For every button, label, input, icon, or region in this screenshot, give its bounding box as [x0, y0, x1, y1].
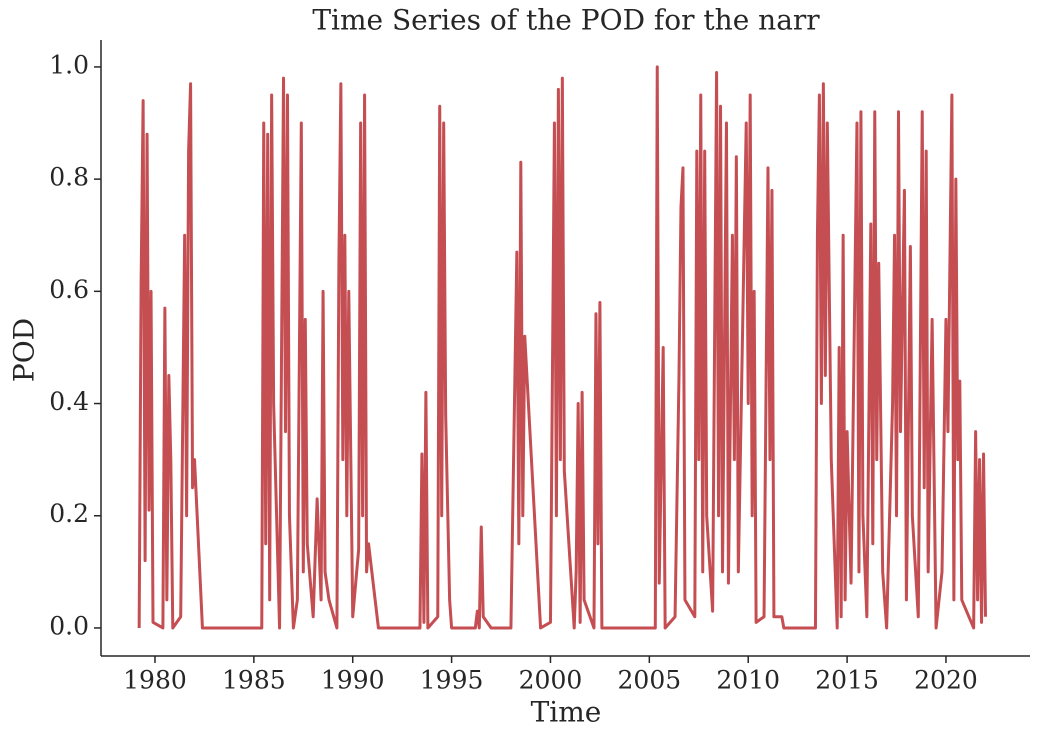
- x-tick-label: 2005: [618, 666, 682, 695]
- x-tick-label: 2000: [519, 666, 583, 695]
- y-axis-label: POD: [8, 318, 41, 382]
- x-tick-label: 1995: [420, 666, 484, 695]
- x-tick-label: 1985: [222, 666, 286, 695]
- chart-title: Time Series of the POD for the narr: [312, 4, 820, 37]
- y-tick-label: 0.2: [49, 499, 89, 528]
- x-tick-label: 2010: [716, 666, 780, 695]
- data-line: [137, 65, 988, 630]
- y-tick-label: 0.6: [49, 275, 89, 304]
- x-tick-label: 1990: [321, 666, 385, 695]
- x-tick-label: 1980: [123, 666, 187, 695]
- y-tick-label: 0.4: [49, 387, 89, 416]
- x-tick-label: 2015: [815, 666, 879, 695]
- y-tick-label: 1.0: [49, 50, 89, 79]
- y-tick-label: 0.0: [49, 611, 89, 640]
- x-tick-label: 2020: [914, 666, 978, 695]
- x-axis-label: Time: [531, 696, 602, 729]
- y-tick-label: 0.8: [49, 163, 89, 192]
